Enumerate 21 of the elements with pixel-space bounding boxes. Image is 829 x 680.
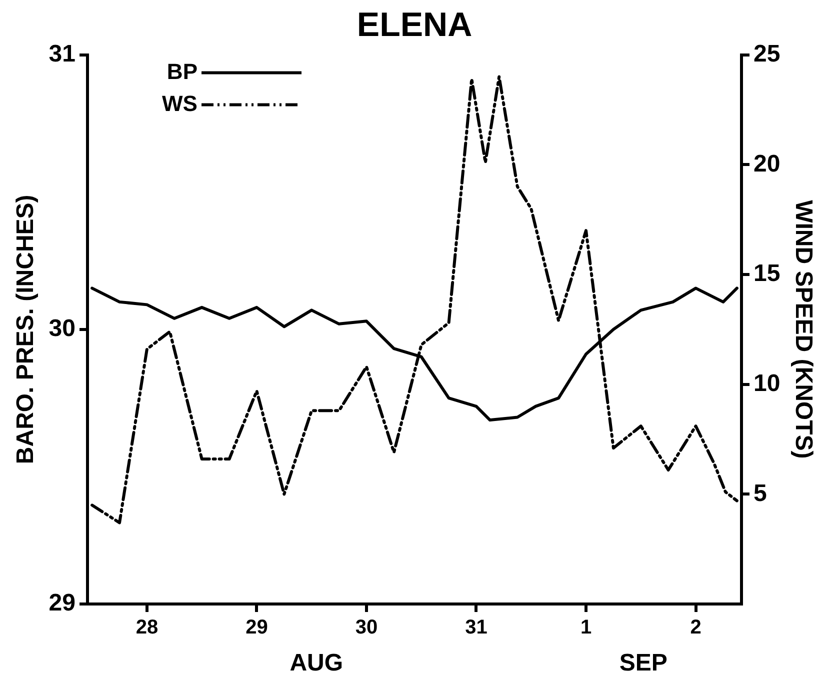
y-tick-label: 31 (48, 40, 76, 68)
y2-axis-title: WIND SPEED (KNOTS) (790, 200, 817, 459)
x-tick-label: 29 (246, 616, 268, 639)
y2-tick-label: 20 (754, 150, 780, 178)
x-tick-label: 2 (690, 616, 702, 639)
y2-tick-label: 5 (754, 480, 767, 507)
y-axis-title: BARO. PRES. (INCHES) (12, 194, 40, 464)
x-tick-label: 1 (580, 616, 592, 639)
y2-tick-label: 15 (754, 260, 780, 288)
x-tick-label: 31 (465, 616, 488, 639)
x-tick-label: 28 (136, 616, 158, 639)
x-tick-label: 30 (355, 616, 378, 639)
y2-tick-label: 25 (754, 40, 780, 68)
y2-tick-label: 10 (754, 370, 780, 397)
legend-label: WS (162, 90, 198, 116)
y-tick-label: 30 (48, 315, 76, 342)
text: SEP (619, 650, 668, 677)
chart-title: ELENA (356, 6, 472, 44)
y-tick-label: 29 (48, 590, 76, 617)
legend-label: BP (166, 58, 198, 84)
text: AUG (290, 650, 344, 677)
